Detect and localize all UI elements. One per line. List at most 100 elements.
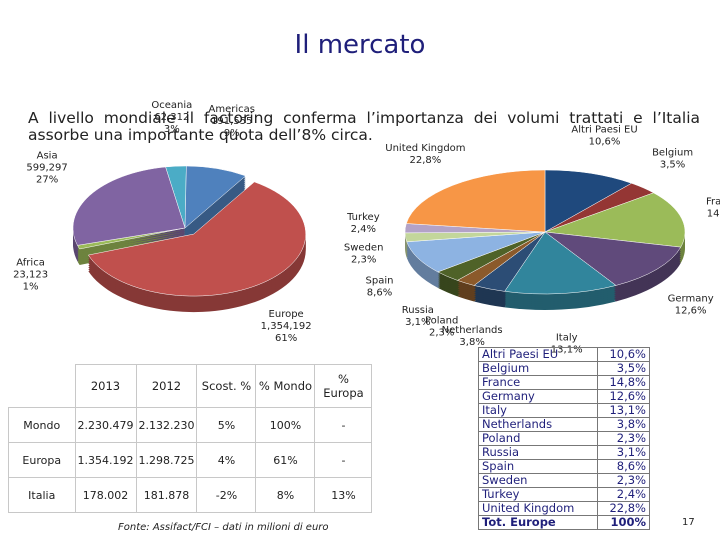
- source-note: Fonte: Assifact/FCI – dati in milioni di…: [118, 522, 329, 533]
- slice: [87, 181, 306, 297]
- slice-label-line: Germany: [668, 293, 714, 304]
- slide-title: Il mercato: [294, 30, 426, 60]
- pie: Oceania 62.312 3% Americas 191,555 9% Europe 1,…: [13, 100, 312, 344]
- slice: [544, 169, 633, 233]
- slice-label: Sweden 2,3%: [344, 243, 384, 266]
- slice-label: Netherlands 3,8%: [442, 325, 503, 348]
- slice: [504, 231, 617, 295]
- list-country: Poland: [478, 431, 598, 446]
- list-country: Altri Paesi EU: [478, 347, 598, 362]
- slice-label-line: 62.312: [154, 112, 189, 123]
- slice-label-line: Sweden: [344, 243, 384, 254]
- row-label: Europa: [8, 442, 76, 478]
- slice-label-line: Russia: [402, 305, 434, 316]
- slice-label: Americas 191,555 9%: [209, 104, 255, 139]
- slice-label-line: 3%: [164, 124, 180, 135]
- table-cell: 1.354.192: [74, 442, 137, 478]
- header-cell: % Europa: [314, 364, 373, 408]
- slice-label-line: 1,354,192: [261, 321, 312, 332]
- list-country: Sweden: [478, 473, 598, 488]
- list-share: 3,8%: [596, 417, 651, 432]
- slice-label-line: 3,1%: [405, 317, 430, 328]
- slice-label: Altri Paesi EU 10,6%: [571, 124, 637, 147]
- row-label: Mondo: [8, 407, 76, 443]
- list-row: Italy 13,1%: [478, 403, 651, 418]
- page-number: 17: [682, 517, 695, 528]
- header-cell: 2013: [74, 364, 137, 408]
- list-share: 12,6%: [596, 389, 651, 404]
- slice-label-line: 191,555: [211, 116, 252, 127]
- table-header-row: 2013 2012 Scost. %% Mondo% Europa: [9, 364, 373, 408]
- slice-label: Germany 12,6%: [668, 293, 714, 316]
- list-row: Germany 12,6%: [478, 389, 651, 404]
- list-row: Netherlands 3,8%: [478, 417, 651, 432]
- slice-label-line: 27%: [36, 175, 58, 186]
- list-share: 2,3%: [596, 473, 651, 488]
- list-total-label: Tot. Europe: [478, 515, 598, 530]
- table-cell: 2.230.479: [74, 407, 137, 443]
- slice-label-line: Turkey: [346, 212, 380, 223]
- slice-label: Russia 3,1%: [402, 305, 434, 328]
- list-country: Italy: [478, 403, 598, 418]
- slice: [72, 166, 186, 246]
- slice-label-line: 61%: [275, 333, 297, 344]
- list-row: Turkey 2,4%: [478, 487, 651, 502]
- slice-label-line: 2,3%: [429, 328, 454, 339]
- intro-text: A livello mondiale il factoring conferma…: [28, 109, 700, 144]
- list-country: United Kingdom: [478, 501, 598, 516]
- table-cell: 4%: [196, 442, 257, 478]
- slice: [544, 192, 686, 248]
- list-row: United Kingdom 22,8%: [478, 501, 651, 516]
- header-cell: [9, 365, 76, 408]
- list-share: 10,6%: [596, 347, 651, 362]
- list-share: 14,8%: [596, 375, 651, 390]
- slice-label-line: Africa: [16, 258, 45, 269]
- slice-label: Belgium 3,5%: [652, 147, 693, 170]
- slice-label: Asia 599,297 27%: [26, 151, 67, 186]
- slice-label-line: United Kingdom: [385, 143, 465, 154]
- list-row: Sweden 2,3%: [478, 473, 651, 488]
- slice-label-line: 8,6%: [367, 287, 392, 298]
- list-country: France: [478, 375, 598, 390]
- slice-label-line: 599,297: [26, 163, 67, 174]
- list-row: Spain 8,6%: [478, 459, 651, 474]
- slice: [544, 231, 682, 286]
- table-cell: 1.298.725: [135, 442, 198, 478]
- slice-label-line: 2,4%: [351, 224, 376, 235]
- table-cell: 178.002: [74, 477, 137, 513]
- slice-label-line: Italy: [556, 332, 578, 343]
- slice-label-line: 9%: [224, 128, 240, 139]
- header-cell: Scost. %: [196, 364, 257, 408]
- list-row: Belgium 3,5%: [478, 361, 651, 376]
- slice-label-line: France: [706, 196, 720, 207]
- slice-label-line: Oceania: [151, 100, 192, 111]
- slice-label-line: Spain: [366, 275, 394, 286]
- list-country: Spain: [478, 459, 598, 474]
- slice-side: [77, 230, 185, 252]
- list-row: Altri Paesi EU 10,6%: [478, 347, 651, 362]
- row-label: Italia: [8, 477, 76, 513]
- list-row: Russia 3,1%: [478, 445, 651, 460]
- list-country: Germany: [478, 389, 598, 404]
- list-share: 3,5%: [596, 361, 651, 376]
- list-share: 13,1%: [596, 403, 651, 418]
- table-cell: -2%: [196, 477, 257, 513]
- list-share: 2,3%: [596, 431, 651, 446]
- list-country: Netherlands: [478, 417, 598, 432]
- list-share: 22,8%: [596, 501, 651, 516]
- slice-label-line: 1%: [23, 282, 39, 293]
- table-cell: -: [314, 407, 373, 443]
- slice-label-line: Asia: [37, 151, 58, 162]
- slice-label-line: Altri Paesi EU: [571, 124, 637, 135]
- slice: [184, 165, 247, 229]
- list-row: France 14,8%: [478, 375, 651, 390]
- table-cell: 5%: [196, 407, 257, 443]
- table-cell: -: [314, 442, 373, 478]
- list-share: 3,1%: [596, 445, 651, 460]
- table-row: Mondo 2.230.479 2.132.230 5% 100% -: [8, 407, 373, 443]
- slice-label: United Kingdom 22,8%: [385, 143, 465, 166]
- list-share: 2,4%: [596, 487, 651, 502]
- list-row: Poland 2,3%: [478, 431, 651, 446]
- slice-label: Spain 8,6%: [366, 275, 394, 298]
